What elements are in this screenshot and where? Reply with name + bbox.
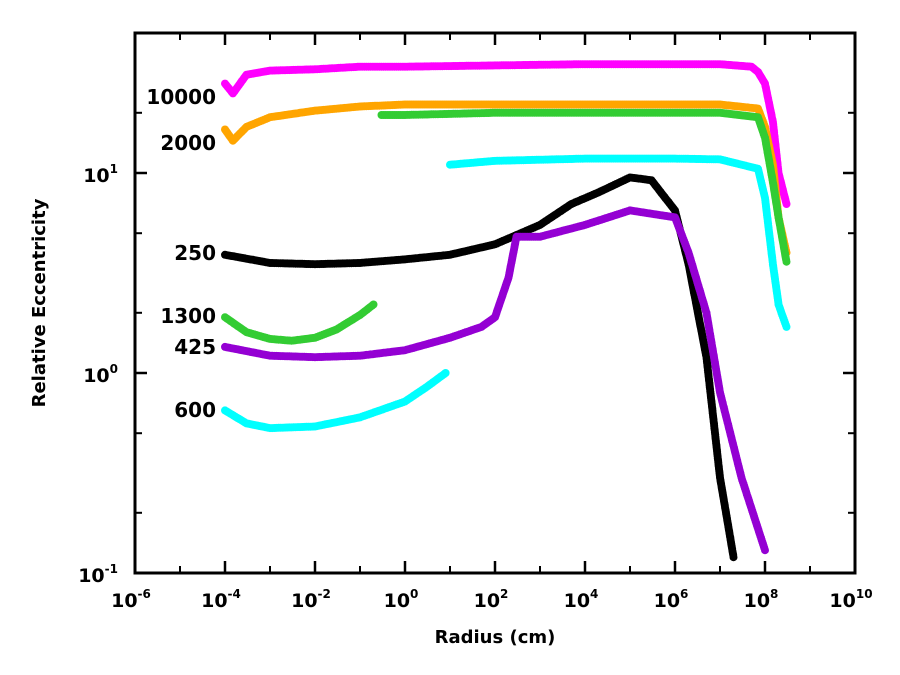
data-point — [782, 322, 791, 331]
x-tick-label: 102 — [474, 587, 509, 612]
data-point — [369, 300, 378, 309]
y-tick-label: 10-1 — [78, 562, 118, 587]
x-tick-label: 1010 — [829, 587, 872, 612]
x-tick-label: 10-4 — [201, 587, 241, 612]
series-label-10000: 10000 — [146, 85, 216, 109]
series-label-425: 425 — [174, 335, 216, 359]
data-point — [782, 257, 791, 266]
series-layer — [221, 60, 791, 562]
series-10000 — [221, 60, 791, 208]
x-tick-label: 106 — [654, 587, 689, 612]
series-1300 — [221, 108, 791, 345]
y-axis-title: Relative Eccentricity — [29, 198, 50, 407]
series-425 — [221, 206, 769, 555]
series-label-1300: 1300 — [160, 304, 216, 328]
data-point — [729, 553, 738, 562]
y-tick-label: 101 — [83, 162, 118, 187]
x-tick-label: 10-2 — [291, 587, 331, 612]
series-250 — [221, 173, 738, 562]
x-axis-title: Radius (cm) — [435, 627, 556, 648]
series-label-2000: 2000 — [160, 131, 216, 155]
data-point — [441, 369, 450, 377]
series-2000 — [221, 100, 791, 257]
data-point — [782, 200, 791, 208]
x-tick-label: 104 — [564, 587, 599, 612]
x-tick-label: 10-6 — [111, 587, 151, 612]
y-tick-label: 100 — [83, 362, 118, 387]
x-tick-label: 100 — [384, 587, 419, 612]
x-tick-label: 108 — [744, 587, 779, 612]
data-point — [761, 546, 769, 555]
series-600 — [221, 154, 791, 433]
ticks-layer — [133, 33, 857, 575]
series-label-600: 600 — [174, 398, 216, 422]
labels-layer: 10-6 10-4 10-2 100 102 104 106 108 1010 10-1 100 10… — [78, 85, 872, 612]
series-label-250: 250 — [174, 241, 216, 265]
